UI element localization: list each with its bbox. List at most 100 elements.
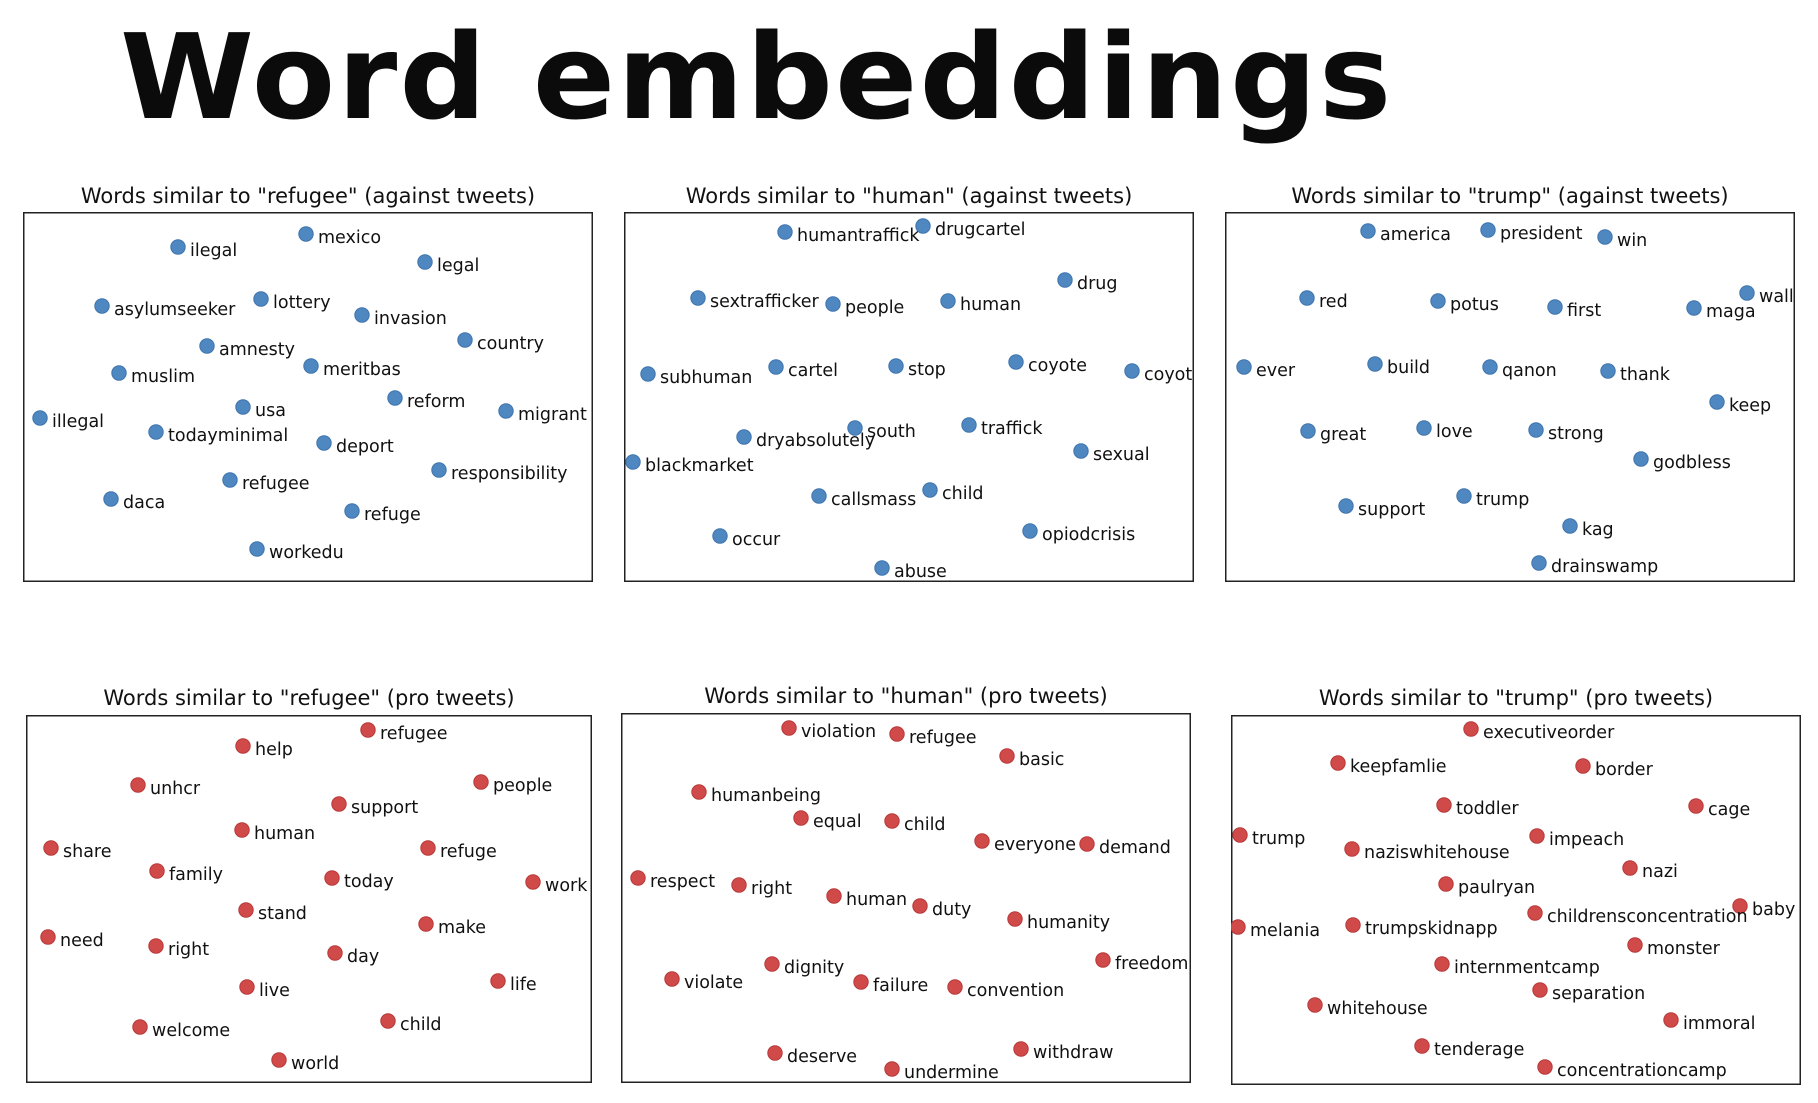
point-help (235, 738, 251, 754)
point-people (473, 774, 489, 790)
label-opiodcrisis: opiodcrisis (1042, 525, 1135, 545)
label-refuge: refuge (440, 842, 497, 862)
label-blackmarket: blackmarket (645, 456, 754, 476)
point-life (490, 973, 506, 989)
label-support: support (1358, 500, 1425, 520)
label-withdraw: withdraw (1033, 1043, 1113, 1063)
point-right (731, 877, 747, 893)
point-dryabsolutely (736, 429, 752, 445)
point-immoral (1663, 1012, 1679, 1028)
axes-frame (1225, 212, 1795, 582)
label-baby: baby (1752, 900, 1795, 920)
point-usa (235, 399, 251, 415)
label-country: country (477, 334, 544, 354)
label-asylumseeker: asylumseeker (114, 300, 236, 320)
panel-title: Words similar to "trump" (pro tweets) (1318, 686, 1714, 710)
label-right: right (751, 879, 792, 899)
label-daca: daca (123, 493, 165, 513)
label-workedu: workedu (269, 543, 344, 563)
point-qanon (1482, 359, 1498, 375)
point-people (825, 296, 841, 312)
label-refugee: refugee (380, 724, 447, 744)
label-basic: basic (1019, 750, 1064, 770)
point-convention (947, 979, 963, 995)
point-undermine (884, 1061, 900, 1077)
label-illegal: illegal (52, 412, 104, 432)
point-amnesty (199, 338, 215, 354)
label-ilegal: ilegal (190, 241, 237, 261)
point-wall (1739, 285, 1755, 301)
point-unhcr (130, 777, 146, 793)
label-monster: monster (1647, 939, 1721, 959)
label-kag: kag (1582, 520, 1614, 540)
label-work: work (545, 876, 588, 896)
label-human: human (846, 890, 907, 910)
point-ilegal (170, 239, 186, 255)
label-potus: potus (1450, 295, 1499, 315)
label-help: help (255, 740, 293, 760)
point-freedom (1095, 952, 1111, 968)
point-first (1547, 299, 1563, 315)
label-undermine: undermine (904, 1063, 999, 1083)
point-cartel (768, 359, 784, 375)
figure-title: Word embeddings (120, 8, 1394, 146)
label-reform: reform (407, 392, 465, 412)
label-immoral: immoral (1683, 1014, 1755, 1034)
label-human: human (254, 824, 315, 844)
label-paulryan: paulryan (1458, 878, 1535, 898)
point-child (884, 813, 900, 829)
point-human (234, 822, 250, 838)
point-traffick (961, 417, 977, 433)
point-invasion (354, 307, 370, 323)
label-whitehouse: whitehouse (1327, 999, 1428, 1019)
point-trump (1456, 488, 1472, 504)
label-subhuman: subhuman (660, 368, 752, 388)
label-muslim: muslim (131, 367, 195, 387)
label-internmentcamp: internmentcamp (1454, 958, 1600, 978)
label-executiveorder: executiveorder (1483, 723, 1615, 743)
label-great: great (1320, 425, 1366, 445)
point-monster (1627, 937, 1643, 953)
label-childrensconcentration: childrensconcentration (1547, 907, 1748, 927)
point-america (1360, 223, 1376, 239)
label-tenderage: tenderage (1434, 1040, 1524, 1060)
label-refugee: refugee (909, 728, 976, 748)
point-red (1299, 290, 1315, 306)
label-border: border (1595, 760, 1654, 780)
label-ever: ever (1256, 361, 1296, 381)
point-violate (664, 971, 680, 987)
label-migrant: migrant (518, 405, 587, 425)
label-keepfamlie: keepfamlie (1350, 757, 1447, 777)
point-humanbeing (691, 784, 707, 800)
label-drug: drug (1077, 274, 1118, 294)
point-right (148, 938, 164, 954)
label-violation: violation (801, 722, 876, 742)
label-refugee: refugee (242, 474, 309, 494)
label-world: world (291, 1054, 339, 1074)
point-child (922, 482, 938, 498)
point-meritbas (303, 358, 319, 374)
label-mexico: mexico (318, 228, 381, 248)
label-traffick: traffick (981, 419, 1043, 439)
label-dryabsolutely: dryabsolutely (756, 431, 875, 451)
point-humanity (1007, 911, 1023, 927)
label-deserve: deserve (787, 1047, 857, 1067)
axes-frame (621, 713, 1191, 1083)
label-concentrationcamp: concentrationcamp (1557, 1061, 1727, 1081)
label-child: child (942, 484, 984, 504)
label-wall: wall (1759, 287, 1794, 307)
label-freedom: freedom (1115, 954, 1188, 974)
label-child: child (400, 1015, 442, 1035)
point-asylumseeker (94, 298, 110, 314)
label-todayminimal: todayminimal (168, 426, 288, 446)
label-strong: strong (1548, 424, 1604, 444)
label-support: support (351, 798, 418, 818)
point-cage (1688, 798, 1704, 814)
label-cartel: cartel (788, 361, 838, 381)
label-today: today (344, 872, 394, 892)
point-stop (888, 358, 904, 374)
point-tenderage (1414, 1038, 1430, 1054)
label-sextrafficker: sextrafficker (710, 292, 820, 312)
point-lottery (253, 291, 269, 307)
